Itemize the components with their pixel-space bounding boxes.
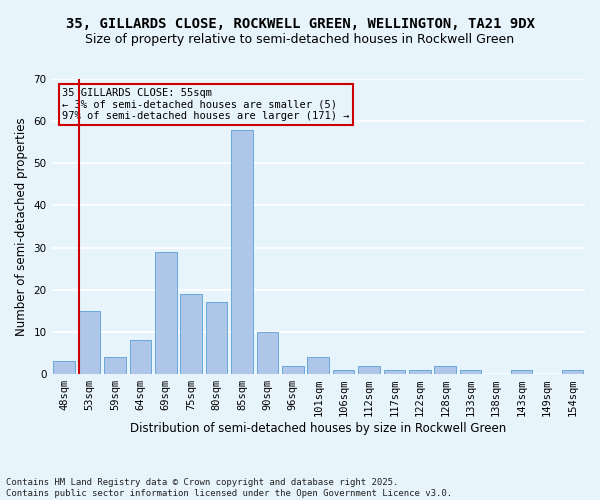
Bar <box>383 370 405 374</box>
Bar <box>130 340 151 374</box>
Bar <box>104 357 126 374</box>
Bar <box>181 294 202 374</box>
Bar <box>282 366 304 374</box>
Bar <box>562 370 583 374</box>
Bar <box>79 311 100 374</box>
Bar <box>460 370 481 374</box>
Bar <box>257 332 278 374</box>
Text: 35 GILLARDS CLOSE: 55sqm
← 3% of semi-detached houses are smaller (5)
97% of sem: 35 GILLARDS CLOSE: 55sqm ← 3% of semi-de… <box>62 88 350 121</box>
Bar <box>333 370 355 374</box>
Bar <box>206 302 227 374</box>
Bar <box>511 370 532 374</box>
Bar <box>155 252 176 374</box>
Bar <box>434 366 456 374</box>
X-axis label: Distribution of semi-detached houses by size in Rockwell Green: Distribution of semi-detached houses by … <box>130 422 506 435</box>
Bar <box>231 130 253 374</box>
Text: Size of property relative to semi-detached houses in Rockwell Green: Size of property relative to semi-detach… <box>85 32 515 46</box>
Bar <box>409 370 431 374</box>
Y-axis label: Number of semi-detached properties: Number of semi-detached properties <box>15 117 28 336</box>
Text: Contains HM Land Registry data © Crown copyright and database right 2025.
Contai: Contains HM Land Registry data © Crown c… <box>6 478 452 498</box>
Bar <box>358 366 380 374</box>
Text: 35, GILLARDS CLOSE, ROCKWELL GREEN, WELLINGTON, TA21 9DX: 35, GILLARDS CLOSE, ROCKWELL GREEN, WELL… <box>65 18 535 32</box>
Bar <box>53 362 75 374</box>
Bar <box>307 357 329 374</box>
